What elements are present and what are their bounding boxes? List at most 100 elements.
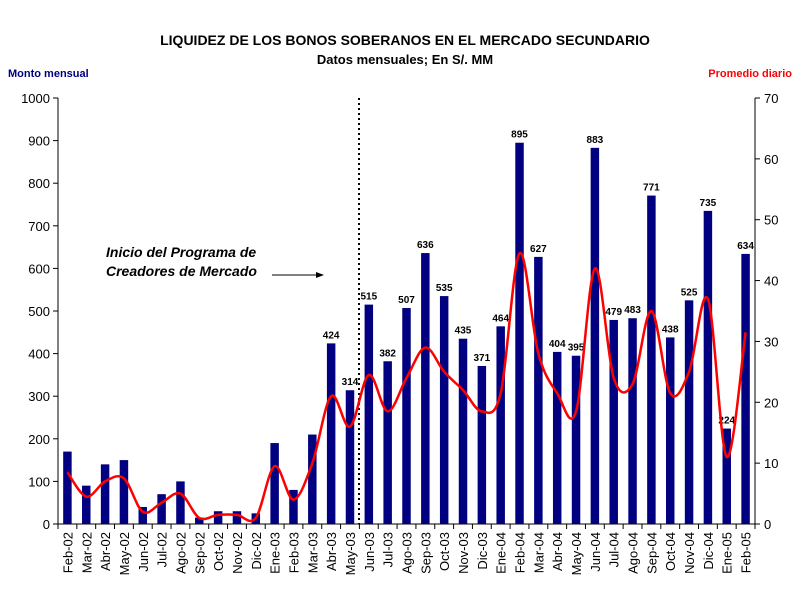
x-tick-label: Feb-03 xyxy=(286,532,301,573)
bar xyxy=(552,351,562,524)
x-tick-label: Feb-02 xyxy=(60,532,75,573)
x-tick-label: Jul-02 xyxy=(155,532,170,567)
y2-tick-label: 20 xyxy=(764,395,778,410)
bar xyxy=(308,434,317,524)
value-label: 515 xyxy=(360,292,377,303)
y2-tick-label: 40 xyxy=(764,274,778,289)
bar xyxy=(82,485,91,524)
bar xyxy=(383,361,392,524)
bar xyxy=(345,390,355,524)
x-tick-label: Jun-04 xyxy=(588,532,603,572)
value-label: 735 xyxy=(700,198,717,209)
x-tick-label: Oct-03 xyxy=(437,532,452,571)
x-tick-label: May-04 xyxy=(569,532,584,575)
x-tick-label: Oct-02 xyxy=(211,532,226,571)
bar xyxy=(590,147,600,525)
bar xyxy=(515,142,524,525)
value-label: 314 xyxy=(342,377,359,388)
x-tick-label: Dic-03 xyxy=(475,532,490,570)
x-tick-label: Abr-03 xyxy=(324,532,339,571)
x-tick-label: Nov-02 xyxy=(230,532,245,574)
value-label: 435 xyxy=(455,326,472,337)
y-tick-label: 1000 xyxy=(21,91,50,106)
bar xyxy=(665,337,675,524)
bar xyxy=(213,511,223,524)
bar xyxy=(722,428,731,524)
value-label: 404 xyxy=(549,339,566,350)
bar xyxy=(63,451,72,524)
bar xyxy=(628,318,637,524)
y-tick-label: 700 xyxy=(28,219,50,234)
x-tick-label: Ago-02 xyxy=(173,532,188,574)
chart-title: LIQUIDEZ DE LOS BONOS SOBERANOS EN EL ME… xyxy=(160,32,650,48)
chart-subtitle: Datos mensuales; En S/. MM xyxy=(317,52,493,67)
bar xyxy=(270,443,279,524)
bar xyxy=(496,326,505,524)
x-tick-label: Mar-03 xyxy=(305,532,320,573)
x-tick-label: Abr-02 xyxy=(98,532,113,571)
y2-tick-label: 10 xyxy=(764,456,778,471)
y-tick-label: 300 xyxy=(28,389,50,404)
bar xyxy=(289,489,298,524)
x-tick-label: Jun-03 xyxy=(362,532,377,572)
y2-tick-label: 70 xyxy=(764,91,778,106)
x-tick-label: Nov-04 xyxy=(682,532,697,574)
y-axis-title: Monto mensual xyxy=(8,68,89,80)
bar xyxy=(232,511,242,524)
bar xyxy=(176,481,185,524)
value-label: 479 xyxy=(605,307,622,318)
x-tick-label: Ene-05 xyxy=(720,532,735,574)
bar xyxy=(534,256,543,524)
bar xyxy=(741,253,750,524)
value-label: 895 xyxy=(511,130,528,141)
y-tick-label: 600 xyxy=(28,261,50,276)
y2-tick-label: 0 xyxy=(764,517,771,532)
bar xyxy=(421,253,430,524)
value-label: 507 xyxy=(398,295,415,306)
y-tick-label: 500 xyxy=(28,304,50,319)
bar xyxy=(439,296,449,524)
x-tick-label: Ago-03 xyxy=(400,532,415,574)
value-label: 371 xyxy=(474,353,491,364)
bar xyxy=(477,365,487,524)
x-tick-label: Sep-03 xyxy=(418,532,433,574)
value-label: 483 xyxy=(624,305,641,316)
bar xyxy=(119,460,129,524)
x-tick-label: Oct-04 xyxy=(663,532,678,571)
bar xyxy=(100,464,110,524)
value-label: 424 xyxy=(323,330,340,341)
x-tick-label: May-02 xyxy=(117,532,132,575)
y2-axis-title: Promedio diario xyxy=(708,68,792,80)
value-label: 634 xyxy=(737,241,754,252)
x-tick-label: Ene-04 xyxy=(494,532,509,574)
value-label: 525 xyxy=(681,287,698,298)
y2-tick-label: 30 xyxy=(764,334,778,349)
bar xyxy=(402,308,411,524)
annotation: Inicio del Programa de xyxy=(106,244,256,260)
bar xyxy=(157,494,166,524)
x-tick-label: Sep-02 xyxy=(192,532,207,574)
annotation: Creadores de Mercado xyxy=(106,263,257,279)
value-label: 464 xyxy=(492,313,509,324)
value-label: 382 xyxy=(379,348,396,359)
bar xyxy=(609,319,618,524)
value-label: 883 xyxy=(587,135,604,146)
y2-tick-label: 60 xyxy=(764,152,778,167)
bar xyxy=(647,195,656,524)
y-tick-label: 900 xyxy=(28,134,50,149)
x-tick-label: Jun-02 xyxy=(136,532,151,572)
bar xyxy=(195,517,204,524)
x-tick-label: Mar-04 xyxy=(531,532,546,573)
bar xyxy=(571,355,581,524)
y-tick-label: 400 xyxy=(28,347,50,362)
x-tick-label: Nov-03 xyxy=(456,532,471,574)
value-label: 395 xyxy=(568,343,585,354)
x-tick-label: Sep-04 xyxy=(644,532,659,574)
bar xyxy=(326,343,336,524)
value-label: 627 xyxy=(530,244,547,255)
x-tick-label: Ene-03 xyxy=(268,532,283,574)
x-tick-label: Ago-04 xyxy=(626,532,641,574)
line xyxy=(66,251,747,523)
y-tick-label: 200 xyxy=(28,432,50,447)
